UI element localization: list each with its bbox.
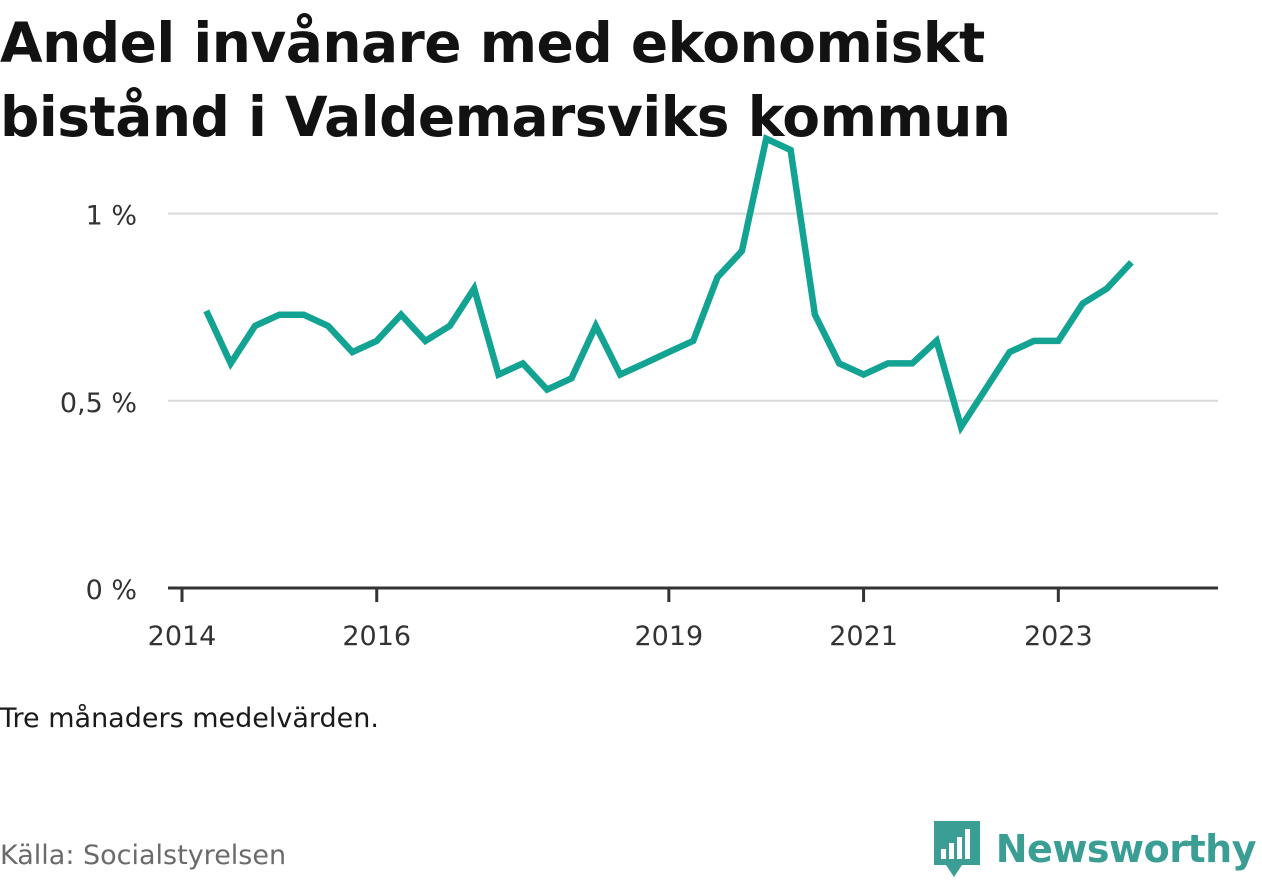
x-axis-labels: 2014 2016 2019 2021 2023 bbox=[148, 621, 1093, 652]
newsworthy-logo-icon bbox=[933, 821, 980, 877]
data-point bbox=[739, 248, 745, 254]
chart-note: Tre månaders medelvärden. bbox=[0, 703, 379, 734]
data-point bbox=[812, 312, 818, 318]
data-point bbox=[715, 274, 721, 280]
series-group bbox=[203, 134, 1134, 435]
data-point bbox=[1007, 349, 1013, 355]
data-point bbox=[349, 349, 355, 355]
x-axis bbox=[168, 586, 1218, 602]
data-point bbox=[496, 372, 502, 378]
y-tick-label: 1 % bbox=[86, 201, 137, 232]
data-point bbox=[228, 360, 234, 366]
source-credit: Källa: Socialstyrelsen bbox=[0, 840, 287, 871]
data-point bbox=[593, 323, 599, 329]
x-tick-label: 2014 bbox=[148, 621, 217, 652]
x-tick-label: 2016 bbox=[342, 621, 411, 652]
data-point bbox=[422, 338, 428, 344]
gridlines bbox=[168, 212, 1218, 402]
data-point bbox=[301, 312, 307, 318]
x-tick-label: 2021 bbox=[829, 621, 898, 652]
data-point bbox=[885, 360, 891, 366]
data-point bbox=[666, 349, 672, 355]
data-point bbox=[861, 372, 867, 378]
y-axis-labels: 0 % 0,5 % 1 % bbox=[60, 201, 137, 606]
data-point bbox=[325, 323, 331, 329]
data-point bbox=[1104, 286, 1110, 292]
data-point bbox=[203, 308, 209, 314]
data-point bbox=[958, 424, 964, 430]
data-point bbox=[252, 323, 258, 329]
line-chart: 0 % 0,5 % 1 % 2014 2016 2019 2021 2023 bbox=[60, 134, 1218, 652]
data-point bbox=[690, 338, 696, 344]
data-point bbox=[763, 136, 769, 142]
x-tick-label: 2023 bbox=[1024, 621, 1093, 652]
brand-logo[interactable]: Newsworthy bbox=[932, 818, 1257, 880]
data-point bbox=[909, 360, 915, 366]
data-point bbox=[617, 372, 623, 378]
data-point bbox=[982, 387, 988, 393]
data-point bbox=[1031, 338, 1037, 344]
data-point bbox=[398, 312, 404, 318]
y-tick-label: 0 % bbox=[86, 575, 137, 606]
data-point bbox=[276, 312, 282, 318]
series-line bbox=[203, 134, 1134, 435]
data-point bbox=[642, 360, 648, 366]
data-point bbox=[1128, 259, 1134, 265]
data-point bbox=[788, 147, 794, 153]
data-point bbox=[374, 338, 380, 344]
data-point bbox=[1055, 338, 1061, 344]
brand-name: Newsworthy bbox=[995, 827, 1257, 871]
data-point bbox=[520, 360, 526, 366]
data-point bbox=[471, 286, 477, 292]
y-tick-label: 0,5 % bbox=[60, 388, 137, 419]
data-point bbox=[569, 375, 575, 381]
data-point bbox=[1080, 301, 1086, 307]
data-point bbox=[934, 338, 940, 344]
data-point bbox=[544, 387, 550, 393]
x-tick-label: 2019 bbox=[634, 621, 703, 652]
data-point bbox=[447, 323, 453, 329]
data-point bbox=[836, 360, 842, 366]
chart-title: Andel invånare med ekonomiskt bistånd i … bbox=[0, 11, 1011, 149]
